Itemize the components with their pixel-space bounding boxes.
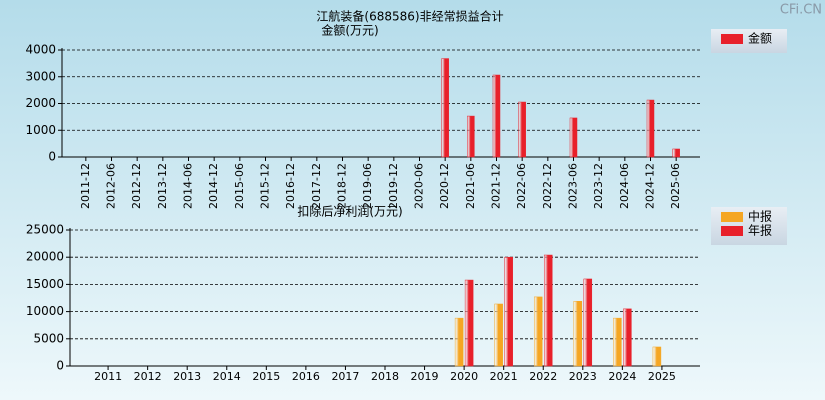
y-tick-label: 4000 — [25, 43, 56, 57]
x-tick-label: 2017 — [331, 370, 359, 383]
y-tick-label: 10000 — [26, 304, 64, 318]
bar — [464, 279, 474, 367]
x-tick-label: 2019-06 — [361, 163, 374, 209]
x-tick-label: 2021 — [490, 370, 518, 383]
chart-title: 扣除后净利润(万元) — [297, 204, 402, 219]
bar — [533, 296, 543, 367]
bar — [583, 278, 593, 367]
x-tick-label: 2019 — [411, 370, 439, 383]
x-tick-label: 2015-06 — [233, 163, 246, 209]
x-tick-label: 2020-06 — [413, 163, 426, 209]
x-tick-label: 2023-12 — [592, 163, 605, 209]
y-tick-label: 25000 — [26, 223, 64, 237]
y-tick-label: 20000 — [26, 250, 64, 264]
x-tick-label: 2020-12 — [438, 163, 451, 209]
x-tick-label: 2024-12 — [644, 163, 657, 209]
bar — [613, 317, 622, 367]
x-tick-label: 2012-12 — [130, 163, 143, 209]
bar — [652, 346, 662, 367]
x-tick-label: 2022 — [529, 370, 557, 383]
bar — [467, 115, 475, 158]
bar — [646, 99, 655, 158]
x-tick-label: 2014-06 — [182, 163, 195, 209]
bar — [569, 117, 578, 158]
x-tick-label: 2023 — [569, 370, 597, 383]
x-tick-label: 2013 — [173, 370, 201, 383]
x-tick-label: 2015 — [252, 370, 280, 383]
bar — [573, 301, 583, 367]
x-tick-label: 2025 — [648, 370, 676, 383]
y-tick-label: 1000 — [25, 123, 56, 137]
y-tick-label: 15000 — [26, 277, 64, 291]
legend-label: 年报 — [748, 223, 772, 238]
bar — [504, 256, 513, 367]
legend-label: 金额 — [748, 31, 772, 46]
bar — [518, 101, 526, 158]
x-tick-label: 2018-12 — [336, 163, 349, 209]
x-tick-label: 2011 — [94, 370, 122, 383]
legend-swatch — [721, 212, 743, 222]
watermark: CFi.CN — [780, 3, 822, 18]
x-tick-label: 2011-12 — [79, 163, 92, 209]
bar — [623, 308, 632, 367]
bar — [454, 317, 464, 367]
x-tick-label: 2025-06 — [669, 163, 682, 209]
x-tick-label: 2012-06 — [105, 163, 118, 209]
legend-swatch — [721, 34, 743, 44]
y-tick-label: 0 — [56, 359, 64, 373]
x-tick-label: 2024-06 — [618, 163, 631, 209]
x-tick-label: 2015-12 — [259, 163, 272, 209]
legend-label: 中报 — [748, 209, 772, 224]
bar — [543, 254, 553, 367]
x-tick-label: 2012 — [134, 370, 162, 383]
chart-subtitle: 金额(万元) — [321, 23, 378, 38]
y-tick-label: 3000 — [25, 69, 56, 83]
x-tick-label: 2020 — [450, 370, 478, 383]
x-tick-label: 2021-12 — [490, 163, 503, 209]
y-tick-label: 5000 — [33, 331, 64, 345]
x-tick-label: 2013-12 — [156, 163, 169, 209]
x-tick-label: 2016 — [292, 370, 320, 383]
x-tick-label: 2014-12 — [207, 163, 220, 209]
bar — [672, 148, 680, 158]
legend-swatch — [721, 226, 743, 236]
x-tick-label: 2014 — [213, 370, 241, 383]
x-tick-label: 2022-06 — [515, 163, 528, 209]
x-tick-label: 2017-12 — [310, 163, 323, 209]
x-tick-label: 2018 — [371, 370, 399, 383]
x-tick-label: 2024 — [608, 370, 636, 383]
x-tick-label: 2021-06 — [464, 163, 477, 209]
x-tick-label: 2019-12 — [387, 163, 400, 209]
chart-title: 江航装备(688586)非经常损益合计 — [316, 9, 503, 24]
x-tick-label: 2016-12 — [284, 163, 297, 209]
y-tick-label: 0 — [48, 150, 56, 164]
bar — [441, 58, 449, 158]
bar — [492, 74, 501, 158]
x-tick-label: 2022-12 — [541, 163, 554, 209]
x-tick-label: 2023-06 — [567, 163, 580, 209]
y-tick-label: 2000 — [25, 96, 56, 110]
bar — [494, 303, 503, 367]
